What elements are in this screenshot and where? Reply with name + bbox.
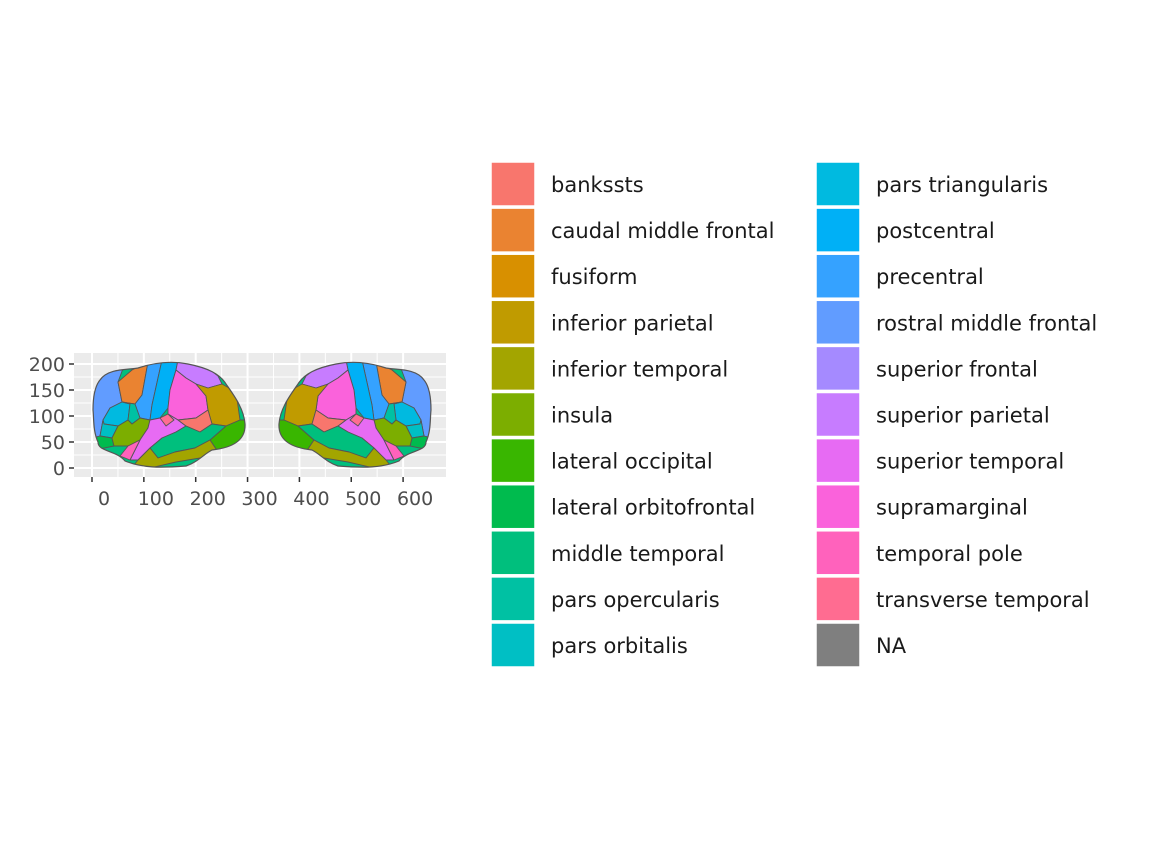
y-tick-label: 150 — [29, 380, 65, 402]
legend-label: temporal pole — [876, 542, 1023, 566]
legend-item: caudal middle frontal — [490, 207, 774, 253]
legend-item: supramarginal — [815, 483, 1028, 530]
x-tick-label: 600 — [397, 488, 433, 510]
legend-label: rostral middle frontal — [876, 311, 1097, 335]
legend-key — [490, 207, 536, 253]
rh-outline — [278, 361, 432, 468]
legend-item: superior frontal — [815, 345, 1038, 392]
legend-key — [815, 207, 861, 253]
legend-item: inferior temporal — [490, 345, 728, 392]
legend-key — [815, 299, 861, 346]
x-tick-label: 100 — [138, 488, 174, 510]
legend-item: middle temporal — [490, 530, 725, 576]
legend-label: bankssts — [551, 173, 644, 197]
legend-item: pars triangularis — [815, 161, 1048, 207]
legend-label: lateral orbitofrontal — [551, 496, 755, 520]
legend-item: NA — [815, 622, 907, 668]
legend-key — [490, 345, 536, 392]
legend-label: NA — [876, 634, 907, 658]
legend-key — [815, 253, 861, 299]
region-rh-inferior-temporal — [305, 439, 395, 468]
legend-label: pars triangularis — [876, 173, 1048, 197]
legend-label: inferior parietal — [551, 311, 714, 335]
legend-item: superior temporal — [815, 437, 1064, 484]
legend: bankssts caudal middle frontal fusiform inf… — [490, 161, 1097, 668]
legend-label: pars orbitalis — [551, 634, 688, 658]
legend-label: middle temporal — [551, 542, 725, 566]
y-tick-label: 50 — [41, 432, 65, 454]
legend-item: precentral — [815, 253, 984, 299]
axes: 0 100 200 300 400 500 600 0 50 100 150 200 — [29, 354, 433, 510]
legend-label: supramarginal — [876, 496, 1028, 520]
legend-key — [815, 530, 861, 576]
legend-label: superior frontal — [876, 357, 1038, 381]
legend-item: pars orbitalis — [490, 622, 688, 668]
y-tick-label: 0 — [53, 458, 65, 480]
legend-item: lateral occipital — [490, 437, 713, 484]
legend-item: fusiform — [490, 253, 637, 299]
legend-key — [815, 437, 861, 484]
legend-key — [490, 437, 536, 484]
region-lh-transverse-temporal — [159, 413, 175, 427]
legend-item: bankssts — [490, 161, 644, 207]
legend-label: inferior temporal — [551, 357, 728, 381]
legend-label: postcentral — [876, 219, 995, 243]
legend-item: superior parietal — [815, 391, 1050, 438]
legend-item: lateral orbitofrontal — [490, 483, 755, 530]
legend-label: insula — [551, 404, 613, 428]
legend-label: transverse temporal — [876, 588, 1090, 612]
legend-label: pars opercularis — [551, 588, 720, 612]
region-rh-transverse-temporal — [349, 413, 365, 427]
legend-label: superior parietal — [876, 404, 1050, 428]
x-tick-label: 500 — [345, 488, 381, 510]
legend-item: rostral middle frontal — [815, 299, 1097, 346]
legend-item: insula — [490, 391, 613, 438]
legend-key — [815, 622, 861, 668]
legend-label: precentral — [876, 265, 984, 289]
legend-key — [490, 622, 536, 668]
legend-key — [490, 161, 536, 207]
legend-key — [815, 345, 861, 392]
legend-label: fusiform — [551, 265, 637, 289]
legend-key — [815, 483, 861, 530]
x-tick-label: 300 — [241, 488, 277, 510]
legend-item: inferior parietal — [490, 299, 714, 346]
legend-key — [815, 161, 861, 207]
legend-key — [490, 299, 536, 346]
legend-key — [815, 391, 861, 438]
legend-key — [490, 530, 536, 576]
legend-item: temporal pole — [815, 530, 1023, 576]
region-lh-inferior-temporal — [129, 439, 219, 468]
legend-label: superior temporal — [876, 450, 1064, 474]
legend-key — [490, 576, 536, 622]
legend-label: caudal middle frontal — [551, 219, 774, 243]
region-lh-temporal-pole — [119, 439, 141, 461]
legend-item: pars opercularis — [490, 576, 720, 622]
legend-key — [490, 253, 536, 299]
legend-key — [815, 576, 861, 622]
legend-key — [490, 391, 536, 438]
lh-outline — [92, 361, 246, 468]
y-tick-label: 100 — [29, 406, 65, 428]
legend-key — [490, 483, 536, 530]
x-tick-label: 200 — [190, 488, 226, 510]
region-rh-temporal-pole — [383, 439, 405, 461]
legend-item: postcentral — [815, 207, 995, 253]
legend-item: transverse temporal — [815, 576, 1090, 622]
y-tick-label: 200 — [29, 354, 65, 376]
legend-label: lateral occipital — [551, 450, 713, 474]
x-tick-label: 400 — [293, 488, 329, 510]
x-tick-label: 0 — [98, 488, 110, 510]
